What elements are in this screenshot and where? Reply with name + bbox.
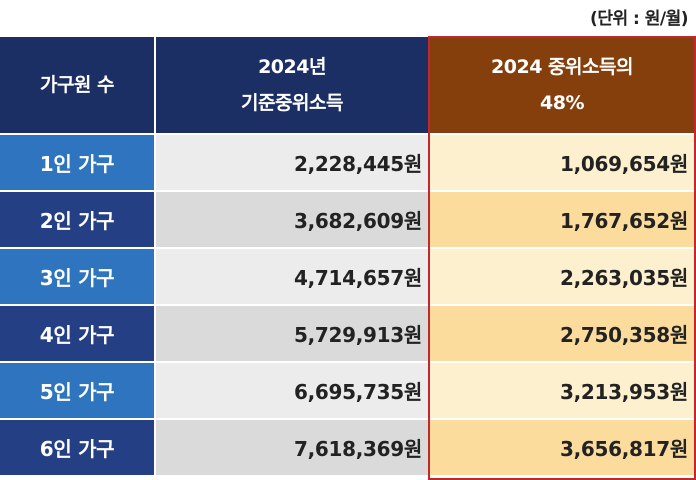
household-cell: 5인 가구	[0, 363, 156, 420]
percent48-cell: 1,767,652원	[428, 192, 696, 249]
median-income-cell: 2,228,445원	[156, 135, 428, 192]
median-income-cell: 5,729,913원	[156, 306, 428, 363]
median-income-cell: 4,714,657원	[156, 249, 428, 306]
header-median-line2: 기준중위소득	[241, 92, 343, 114]
unit-note: (단위 : 원/월)	[590, 9, 688, 29]
table-row: 5인 가구 6,695,735원 3,213,953원	[0, 363, 696, 420]
household-cell: 2인 가구	[0, 192, 156, 249]
percent48-cell: 2,263,035원	[428, 249, 696, 306]
percent48-cell: 2,750,358원	[428, 306, 696, 363]
header-household-label: 가구원 수	[39, 74, 115, 96]
median-income-cell: 6,695,735원	[156, 363, 428, 420]
header-48-line1: 2024 중위소득의	[491, 56, 633, 78]
income-table: 가구원 수 2024년 기준중위소득 2024 중위소득의 48% 1인 가구 …	[0, 37, 696, 477]
header-48-line2: 48%	[540, 92, 584, 114]
header-median-line1: 2024년	[258, 56, 326, 78]
percent48-cell: 3,213,953원	[428, 363, 696, 420]
household-cell: 6인 가구	[0, 420, 156, 477]
median-income-cell: 3,682,609원	[156, 192, 428, 249]
percent48-cell: 1,069,654원	[428, 135, 696, 192]
header-median-income: 2024년 기준중위소득	[156, 37, 428, 135]
table-row: 4인 가구 5,729,913원 2,750,358원	[0, 306, 696, 363]
table-row: 3인 가구 4,714,657원 2,263,035원	[0, 249, 696, 306]
table-header-row: 가구원 수 2024년 기준중위소득 2024 중위소득의 48%	[0, 37, 696, 135]
table-row: 1인 가구 2,228,445원 1,069,654원	[0, 135, 696, 192]
header-household: 가구원 수	[0, 37, 156, 135]
table-row: 6인 가구 7,618,369원 3,656,817원	[0, 420, 696, 477]
median-income-cell: 7,618,369원	[156, 420, 428, 477]
table-row: 2인 가구 3,682,609원 1,767,652원	[0, 192, 696, 249]
household-cell: 3인 가구	[0, 249, 156, 306]
percent48-cell: 3,656,817원	[428, 420, 696, 477]
household-cell: 1인 가구	[0, 135, 156, 192]
header-48-percent: 2024 중위소득의 48%	[428, 37, 696, 135]
household-cell: 4인 가구	[0, 306, 156, 363]
